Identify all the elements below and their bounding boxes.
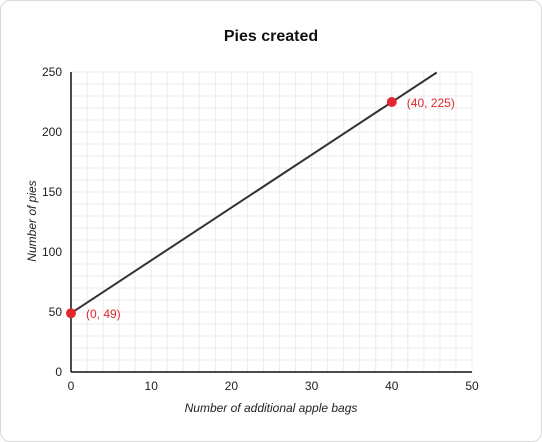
data-point [386, 97, 397, 107]
axes [70, 72, 472, 373]
x-tick-label: 0 [68, 379, 75, 393]
y-axis-label: Number of pies [25, 180, 39, 261]
y-tick-label: 200 [42, 125, 62, 139]
data-point-label: (40, 225) [407, 96, 455, 110]
data-point-label: (0, 49) [86, 307, 121, 321]
x-tick-labels: 0 10 20 30 40 50 [68, 379, 479, 393]
y-tick-label: 150 [42, 185, 62, 199]
chart-title: Pies created [224, 28, 318, 45]
series-lines [70, 71, 438, 315]
x-tick-label: 50 [465, 379, 479, 393]
series-line [70, 71, 438, 315]
x-tick-label: 40 [385, 379, 399, 393]
y-tick-label: 0 [55, 365, 62, 379]
data-point [66, 308, 76, 319]
y-tick-label: 100 [42, 245, 62, 259]
y-tick-label: 250 [42, 65, 62, 79]
data-points: (0, 49) (40, 225) [66, 96, 455, 321]
x-axis-label: Number of additional apple bags [185, 401, 358, 415]
x-tick-label: 10 [145, 379, 159, 393]
x-tick-label: 30 [305, 379, 319, 393]
x-tick-label: 20 [225, 379, 239, 393]
grid [70, 71, 473, 373]
y-tick-labels: 0 50 100 150 200 250 [42, 65, 62, 379]
y-tick-label: 50 [49, 305, 63, 319]
